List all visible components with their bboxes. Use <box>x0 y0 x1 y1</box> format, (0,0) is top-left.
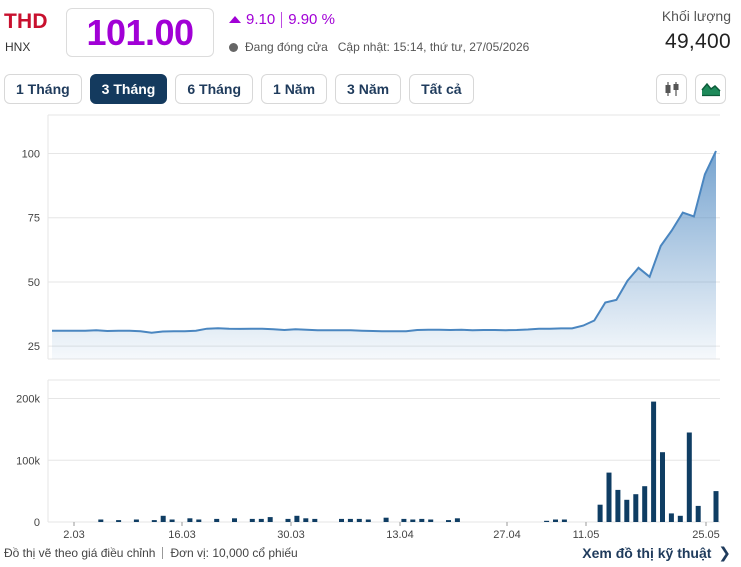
price-y-tick: 50 <box>28 277 40 289</box>
candlestick-chart-icon <box>665 82 678 96</box>
ticker-symbol: THD <box>4 10 48 33</box>
technical-chart-link[interactable]: Xem đồ thị kỹ thuật ❯ <box>582 544 731 562</box>
volume-y-axis: 0 100k 200k <box>16 394 40 529</box>
divider <box>162 547 164 559</box>
tab-3-months[interactable]: 3 Tháng <box>89 74 168 104</box>
tab-3-years[interactable]: 3 Năm <box>335 74 402 104</box>
divider <box>281 11 283 28</box>
volume-bar <box>232 518 237 522</box>
current-price: 101.00 <box>86 11 194 53</box>
area-chart-icon <box>700 82 721 97</box>
technical-chart-label: Xem đồ thị kỹ thuật <box>582 545 712 561</box>
area-chart-button[interactable] <box>695 74 726 104</box>
volume-bar <box>312 518 318 522</box>
volume-bar <box>660 452 665 522</box>
status-text: Đang đóng cửa <box>245 40 328 54</box>
volume-bars <box>98 401 719 522</box>
volume-bar <box>401 518 407 522</box>
volume-bar <box>561 519 567 522</box>
volume-bar <box>187 518 193 522</box>
market-status: Đang đóng cửa Cập nhật: 15:14, thứ tư, 2… <box>229 40 529 54</box>
volume-bar <box>544 520 550 522</box>
volume-bar <box>116 520 122 522</box>
volume-bar <box>383 517 389 522</box>
volume-bar <box>356 518 362 522</box>
volume-bar <box>249 518 255 522</box>
unit-note: Đơn vị: 10,000 cổ phiếu <box>170 546 298 560</box>
volume-bar <box>454 518 460 522</box>
candlestick-chart-button[interactable] <box>656 74 687 104</box>
price-y-axis: 25 50 75 100 <box>22 149 40 354</box>
volume-bar <box>668 513 674 522</box>
volume-bar <box>624 499 630 522</box>
chart-type-toggle <box>656 74 726 104</box>
volume-y-tick: 200k <box>16 394 40 406</box>
chevron-right-icon: ❯ <box>718 545 731 562</box>
volume-value: 49,400 <box>664 30 731 53</box>
volume-bar <box>169 519 175 522</box>
change-value: 9.10 <box>246 11 276 28</box>
volume-bar <box>267 517 273 522</box>
volume-bar <box>294 515 300 522</box>
tab-all[interactable]: Tất cả <box>409 74 474 104</box>
volume-bar <box>98 519 104 522</box>
chart-footnote: Đồ thị vẽ theo giá điều chỉnh Đơn vị: 10… <box>4 546 298 560</box>
exchange-name: HNX <box>5 40 31 54</box>
volume-bar <box>642 486 648 522</box>
x-axis: 2.03 16.03 30.03 13.04 27.04 11.05 25.05 <box>63 522 720 541</box>
tab-1-year[interactable]: 1 Năm <box>261 74 328 104</box>
volume-bar <box>597 504 603 522</box>
volume-bar <box>713 491 719 522</box>
volume-bar <box>606 472 612 522</box>
volume-y-tick: 0 <box>34 517 40 529</box>
volume-label: Khối lượng <box>661 8 731 24</box>
x-tick-label: 27.04 <box>493 529 521 541</box>
adjusted-price-note: Đồ thị vẽ theo giá điều chỉnh <box>4 546 156 560</box>
volume-bar <box>365 519 371 522</box>
volume-bar <box>633 494 639 522</box>
period-tabs: 1 Tháng 3 Tháng 6 Tháng 1 Năm 3 Năm Tất … <box>4 74 474 104</box>
price-box: 101.00 <box>66 8 214 57</box>
volume-bar <box>258 518 264 522</box>
update-time: Cập nhật: 15:14, thứ tư, 27/05/2026 <box>337 40 530 54</box>
volume-bar <box>651 401 657 522</box>
volume-bar <box>686 432 692 522</box>
volume-bar <box>214 518 220 522</box>
tab-6-months[interactable]: 6 Tháng <box>175 74 254 104</box>
price-y-tick: 100 <box>22 149 40 161</box>
volume-bar <box>339 518 344 522</box>
volume-bar <box>285 518 291 522</box>
tab-1-month[interactable]: 1 Tháng <box>4 74 82 104</box>
price-y-tick: 25 <box>28 341 40 353</box>
x-tick-label: 2.03 <box>63 529 84 541</box>
price-change: 9.10 9.90 % <box>229 11 335 28</box>
volume-bar <box>196 519 202 522</box>
volume-bar <box>347 518 353 522</box>
volume-bar <box>695 505 701 522</box>
change-percent: 9.90 % <box>288 11 335 28</box>
volume-bar <box>303 518 309 522</box>
volume-bar <box>151 520 157 522</box>
x-tick-label: 30.03 <box>277 529 305 541</box>
price-y-tick: 75 <box>28 213 40 225</box>
volume-bar <box>553 519 558 522</box>
volume-bar <box>160 515 166 522</box>
volume-bar <box>446 520 451 522</box>
x-tick-label: 25.05 <box>692 529 720 541</box>
x-tick-label: 11.05 <box>573 529 600 541</box>
volume-bar <box>410 519 416 522</box>
x-tick-label: 13.04 <box>386 529 414 541</box>
x-tick-label: 16.03 <box>168 529 196 541</box>
volume-y-tick: 100k <box>16 455 40 467</box>
up-arrow-icon <box>229 16 241 23</box>
volume-bar <box>133 519 139 522</box>
price-line <box>52 150 717 334</box>
volume-bar <box>677 515 683 522</box>
volume-bar <box>428 519 434 522</box>
volume-bar <box>615 489 621 522</box>
price-area <box>52 151 716 359</box>
status-dot-icon <box>229 42 238 52</box>
volume-bar <box>419 518 425 522</box>
